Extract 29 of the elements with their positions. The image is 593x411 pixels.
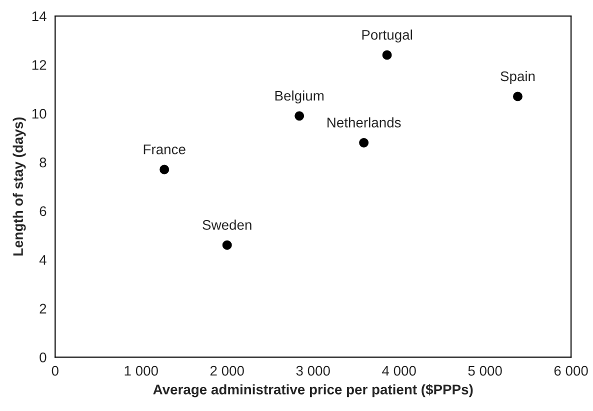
y-tick-label: 14 (32, 12, 46, 22)
text: Netherlands (328, 117, 401, 128)
point (160, 164, 170, 174)
point (359, 138, 369, 148)
y-tick-label: 12 (32, 60, 46, 70)
y-tick-label: 2 (40, 304, 46, 314)
y-axis-title: Length of stay (days) (12, 117, 26, 256)
x-tick-label: 0 (52, 366, 58, 376)
text: Portugal (362, 30, 412, 43)
x-tick-label: 5 000 (468, 366, 502, 376)
text: Belgium (275, 90, 324, 104)
x-tick-label: 2 000 (210, 366, 244, 376)
text: Spain (500, 70, 535, 84)
x-tick-label: 4 000 (382, 366, 416, 376)
y-tick-label: 8 (40, 158, 46, 168)
x-axis-title: Average administrative price per patient ($PPPs) (153, 384, 473, 398)
text: Sweden (202, 220, 252, 230)
point (513, 92, 522, 102)
y-tick-label: 10 (32, 108, 46, 119)
y-tick-label: 6 (40, 206, 46, 216)
x-tick-label: 3 000 (296, 366, 330, 376)
point (222, 240, 232, 250)
y-tick-label: 0 (40, 352, 46, 362)
x-tick-label: 6 000 (554, 366, 588, 376)
point (382, 50, 392, 60)
text: France (144, 144, 186, 154)
y-tick-label: 4 (39, 255, 46, 265)
x-tick-label: 1 000 (124, 366, 158, 376)
point (294, 111, 304, 121)
